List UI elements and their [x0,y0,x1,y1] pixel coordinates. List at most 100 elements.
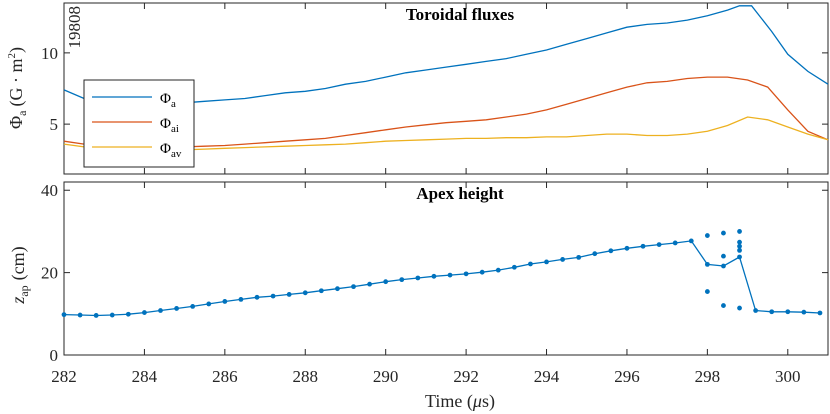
scatter-point [737,229,742,234]
scatter-point [721,230,726,236]
x-tick-label: 286 [212,367,238,386]
data-point [61,312,67,318]
data-point [431,273,437,279]
y-tick-label: 20 [41,264,58,283]
scatter-point [704,289,710,294]
data-point [463,271,469,277]
x-tick-label: 282 [51,367,77,386]
data-point [721,263,726,269]
data-point [608,248,614,254]
y-tick-label: 0 [50,346,59,365]
data-point [495,267,501,273]
x-tick-label: 292 [453,367,479,386]
legend-subscript: ai [171,123,179,135]
data-point [785,309,791,315]
data-point [190,303,196,309]
y-label-superscript: 2 [6,53,18,59]
data-point [624,245,630,251]
data-point [672,240,678,246]
x-tick-label: 296 [614,367,640,386]
data-point [447,272,453,278]
data-point [335,286,340,292]
data-point [142,310,147,315]
data-point [511,264,517,270]
x-tick-label: 288 [293,367,319,386]
y-tick-label: 40 [41,181,58,200]
data-point [302,290,308,296]
x-label-mu: μ [472,391,482,411]
legend-label: Φav [160,141,182,160]
panel-title: Toroidal fluxes [406,5,515,24]
data-point [528,261,533,267]
series-line-z_ap [63,240,821,317]
scatter-point [721,253,726,259]
data-point [560,257,566,262]
data-point [576,254,582,260]
legend-symbol: Φ [160,141,171,157]
series-line-Φa [63,5,829,105]
legend-label: Φa [160,91,176,110]
y-axis-label: zap (cm) [8,246,31,304]
data-point [125,311,131,317]
data-point [544,259,549,265]
legend-symbol: Φ [160,91,171,107]
plot-area [63,181,829,356]
apex-height-panel: 282 284 286 288 290 292 294 296 298 300 0 20 40 Apex … [8,181,829,412]
data-point [737,254,742,260]
legend-box [83,79,195,168]
data-point [174,306,179,311]
legend-label: Φai [160,116,179,135]
scatter-point [737,239,742,245]
data-point [367,281,372,287]
data-point [238,296,244,302]
y-label-subscript: a [15,110,29,116]
data-point [93,313,99,318]
y-label-unit: (G · m [6,59,27,107]
y-label-symbol: Φ [6,116,26,129]
data-point [753,308,759,313]
scatter-point [737,243,742,249]
scatter-point [704,233,710,238]
data-point [351,284,356,290]
legend-subscript: av [171,148,182,160]
scatter-point [737,247,742,253]
y-label-symbol: z [8,297,28,305]
y-tick-label: 5 [50,115,59,134]
data-point [769,309,775,315]
data-point [656,242,662,248]
x-tick-label: 284 [132,367,158,386]
data-point [109,312,115,318]
data-point [270,293,276,299]
legend-subscript: a [171,98,176,110]
panel-title: Apex height [416,184,504,203]
data-point [479,269,485,275]
y-tick-label: 10 [41,44,58,63]
data-point [592,251,598,257]
x-label-tail: s) [482,391,495,412]
data-point [77,312,83,318]
y-label-unit-close: ) [6,47,27,53]
data-point [704,261,710,267]
x-axis-label: Time (μs) [425,391,495,412]
data-point [318,288,324,294]
data-point [817,310,823,316]
x-tick-label: 298 [695,367,721,386]
data-point [383,279,389,285]
data-point [688,238,694,244]
data-point [158,308,163,313]
legend-symbol: Φ [160,116,171,132]
y-label-unit: (cm) [8,246,29,280]
scatter-point [721,303,726,308]
y-axis-label: Φa (G · m2) [6,47,29,129]
x-tick-label: 290 [373,367,399,386]
data-point [640,243,646,249]
data-point [399,277,405,283]
scatter-point [737,305,742,311]
x-tick-label: 300 [775,367,801,386]
data-point [415,275,421,281]
shot-number-annotation: 19808 [65,6,84,49]
data-point [254,294,260,300]
